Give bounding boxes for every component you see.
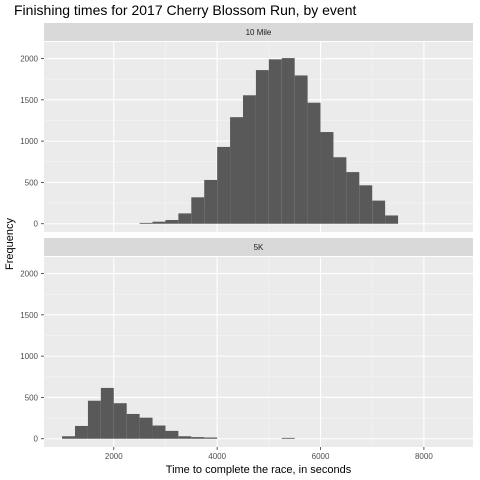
strip-label: 10 Mile [246,28,272,37]
y-tick-label: 1000 [20,352,38,361]
y-tick-label: 2000 [20,55,38,64]
histogram-bar [281,437,295,439]
histogram-bar [87,400,101,439]
x-tick-label: 4000 [208,452,226,461]
histogram-bar [100,387,114,439]
histogram-bar [320,132,334,224]
strip-background [44,238,473,256]
histogram-bar [255,70,269,224]
y-tick-label: 500 [25,178,39,187]
histogram-bar [385,215,399,224]
panel-1: 5K 0 500 1000 1500 2000 [20,238,473,447]
histogram-bar [165,220,179,224]
histogram-bar [178,213,192,224]
histogram-bar [372,200,386,224]
histogram-bar [268,59,282,224]
histogram-bar [333,157,347,224]
histogram-bar [191,437,205,439]
strip-label: 5K [254,243,264,252]
y-axis-title: Frequency [4,218,16,270]
histogram-bar [126,413,140,439]
panel-0: 10 Mile 0 500 1000 1500 2000 [20,23,473,232]
histogram-bar [152,425,166,439]
histogram-bar [242,95,256,224]
histogram-bar [294,75,308,224]
panels: 10 Mile 0 500 1000 1500 2000 5K 0 500 1000 1500 200… [20,23,473,447]
histogram-bar [230,117,243,224]
histogram-bar [113,403,127,439]
x-tick-label: 8000 [415,452,433,461]
histogram-bar [346,172,360,224]
histogram-bar [165,430,179,439]
histogram-bar [191,197,205,224]
histogram-bar [75,425,88,439]
histogram-bar [62,436,76,439]
x-tick-label: 6000 [312,452,330,461]
histogram-bar [204,437,218,439]
y-tick-label: 500 [25,393,39,402]
x-tick-label: 2000 [105,452,123,461]
histogram-bar [359,185,373,224]
histogram-bar [178,436,192,439]
y-tick-label: 1000 [20,137,38,146]
strip-background [44,23,473,41]
histogram-bar [139,417,153,439]
y-tick-label: 0 [34,435,39,444]
histogram-bar [139,222,153,224]
chart-title: Finishing times for 2017 Cherry Blossom … [14,2,356,18]
x-axis-title: Time to complete the race, in seconds [166,464,352,476]
y-tick-label: 0 [34,220,39,229]
y-tick-label: 1500 [20,311,38,320]
histogram-bar [152,221,166,224]
histogram-bar [281,58,295,224]
histogram-bar [307,102,321,224]
histogram-bar [217,146,231,224]
histogram-bar [204,179,218,224]
x-axis: 2000 4000 6000 8000 [105,447,433,461]
y-tick-label: 2000 [20,270,38,279]
y-tick-label: 1500 [20,96,38,105]
